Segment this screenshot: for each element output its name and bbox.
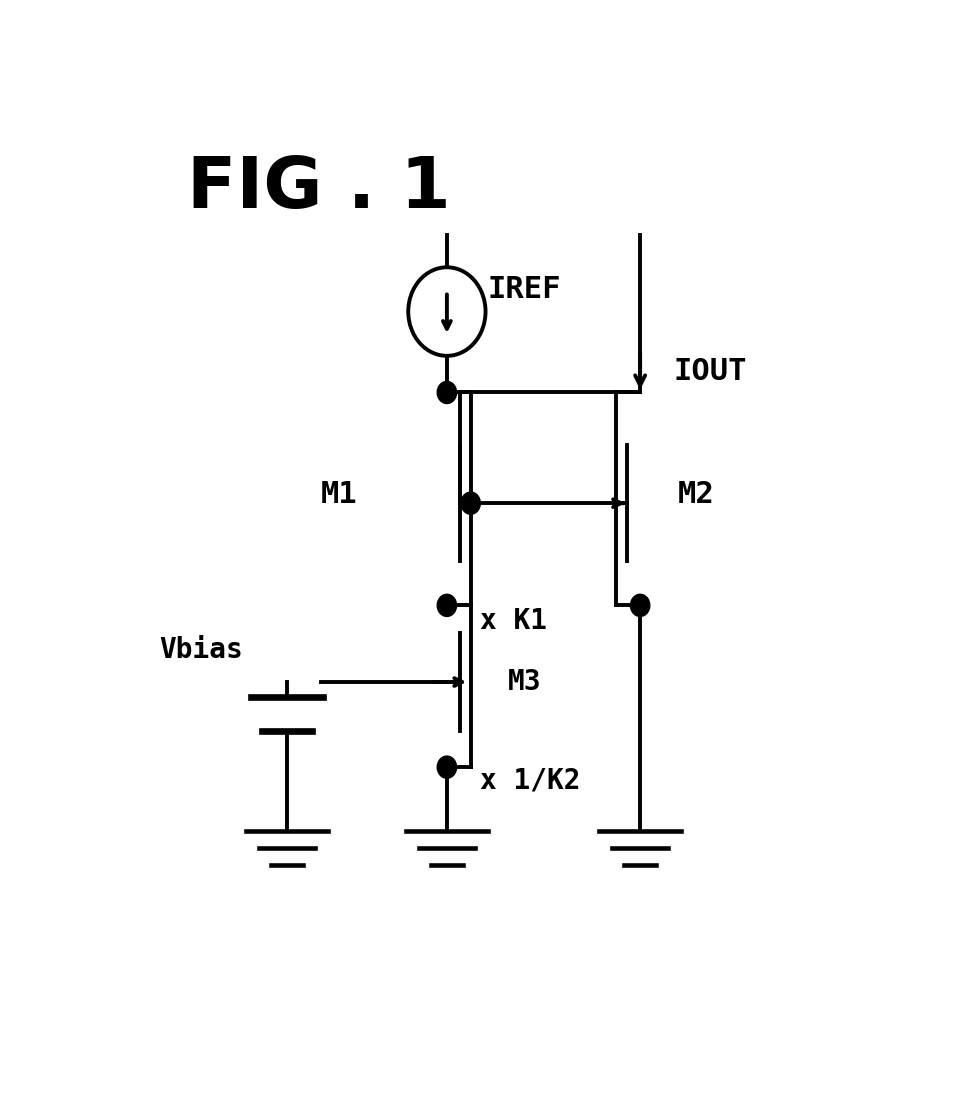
Text: x 1/K2: x 1/K2 (480, 766, 580, 794)
Text: FIG . 1: FIG . 1 (187, 154, 451, 223)
Text: M2: M2 (677, 480, 714, 509)
Circle shape (437, 594, 456, 616)
Circle shape (437, 757, 456, 779)
Text: M1: M1 (320, 480, 358, 509)
Text: Vbias: Vbias (159, 636, 243, 665)
Text: IREF: IREF (488, 275, 561, 304)
Text: M3: M3 (508, 668, 541, 696)
Text: x K1: x K1 (480, 607, 547, 635)
Circle shape (461, 492, 480, 514)
Text: IOUT: IOUT (673, 356, 747, 386)
Circle shape (437, 382, 456, 404)
Circle shape (630, 594, 650, 616)
